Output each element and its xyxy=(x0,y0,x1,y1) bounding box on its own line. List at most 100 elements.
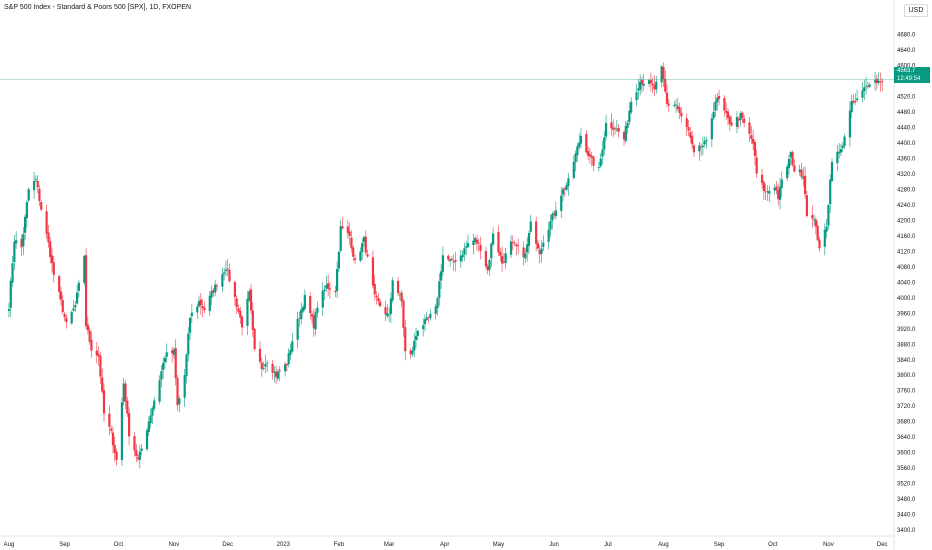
candle-body xyxy=(538,250,541,255)
candle-body xyxy=(174,348,177,379)
candle-body xyxy=(32,180,36,191)
candle-body xyxy=(133,436,136,451)
candle-body xyxy=(802,176,805,179)
y-tick-label: 3880.0 xyxy=(897,342,916,348)
candle-body xyxy=(59,291,63,300)
candle-body xyxy=(864,85,868,87)
candle-body xyxy=(58,276,61,293)
candle-body xyxy=(766,191,769,193)
candle-body xyxy=(396,280,400,294)
candle-body xyxy=(40,202,43,210)
candle-body xyxy=(303,294,306,309)
candle-body xyxy=(441,255,444,272)
candle-body xyxy=(110,428,113,431)
candle-body xyxy=(327,283,330,289)
candle-body xyxy=(705,139,708,142)
candle-body xyxy=(450,258,453,260)
candle-body xyxy=(353,258,357,261)
candle-body xyxy=(136,457,140,460)
candle-body xyxy=(199,299,202,306)
candle-body xyxy=(597,167,600,168)
candle-body xyxy=(414,336,418,341)
candle-body xyxy=(301,307,305,312)
y-tick-label: 4040.0 xyxy=(897,280,916,286)
candle-body xyxy=(140,448,143,452)
candle-body xyxy=(95,350,98,356)
candle-body xyxy=(201,306,204,309)
y-tick-label: 4480.0 xyxy=(897,110,916,116)
candle-body xyxy=(172,349,176,355)
y-tick-label: 3680.0 xyxy=(897,420,916,426)
candle-body xyxy=(466,243,470,248)
candle-body xyxy=(590,155,593,158)
candle-body xyxy=(461,254,464,258)
candle-body xyxy=(296,319,299,340)
candle-body xyxy=(673,105,676,106)
x-tick-label: May xyxy=(493,542,504,548)
candle-body xyxy=(527,233,531,247)
candle-body xyxy=(674,104,678,106)
candle-body xyxy=(877,80,880,83)
candle-body xyxy=(388,314,391,316)
candle-body xyxy=(115,451,118,460)
candle-body xyxy=(61,300,64,313)
x-tick-label: Sep xyxy=(59,542,70,548)
candle-body xyxy=(805,195,808,217)
candle-body xyxy=(440,271,443,281)
candle-body xyxy=(529,221,532,232)
y-tick-label: 4360.0 xyxy=(897,157,916,163)
candle-body xyxy=(11,263,14,283)
candle-body xyxy=(612,127,615,130)
candle-body xyxy=(775,186,778,191)
y-tick-label: 3480.0 xyxy=(897,497,916,503)
candle-body xyxy=(760,174,764,184)
candle-body xyxy=(47,232,50,243)
candle-body xyxy=(262,368,265,370)
candle-body xyxy=(863,87,866,92)
candle-body xyxy=(188,317,192,333)
candle-body xyxy=(70,312,73,324)
candle-body xyxy=(502,261,505,263)
candle-body xyxy=(165,352,168,357)
currency-button[interactable]: USD xyxy=(904,4,928,17)
candle-body xyxy=(63,313,66,318)
candle-body xyxy=(386,313,389,317)
candle-body xyxy=(465,246,468,248)
candle-body xyxy=(497,231,500,253)
candle-body xyxy=(787,158,791,169)
candle-body xyxy=(836,151,839,164)
candle-body xyxy=(791,152,794,166)
candle-body xyxy=(488,259,491,270)
candle-body xyxy=(190,312,193,317)
y-tick-label: 4160.0 xyxy=(897,234,916,240)
candle-body xyxy=(560,195,563,211)
x-tick-label: Aug xyxy=(658,542,669,548)
candle-body xyxy=(147,421,150,432)
candle-body xyxy=(660,66,663,83)
y-tick-label: 4200.0 xyxy=(897,218,916,224)
candle-body xyxy=(341,226,344,229)
candle-body xyxy=(13,241,16,263)
candle-body xyxy=(653,85,656,90)
candle-body xyxy=(427,317,430,319)
candle-body xyxy=(7,309,11,312)
candle-body xyxy=(547,229,550,242)
x-tick-label: Apr xyxy=(440,542,449,548)
x-tick-label: Oct xyxy=(114,542,124,548)
candle-body xyxy=(224,269,228,272)
candle-body xyxy=(212,290,215,293)
candle-body xyxy=(561,189,565,195)
candle-body xyxy=(524,253,527,259)
candle-body xyxy=(203,307,206,311)
candle-body xyxy=(852,100,855,103)
candle-body xyxy=(226,268,229,270)
x-tick-label: 2023 xyxy=(277,542,291,548)
candle-body xyxy=(549,221,552,230)
y-tick-label: 4320.0 xyxy=(897,172,916,178)
candle-body xyxy=(246,298,249,326)
candle-body xyxy=(52,262,55,275)
y-tick-label: 3640.0 xyxy=(897,435,916,441)
candle-body xyxy=(463,248,466,255)
